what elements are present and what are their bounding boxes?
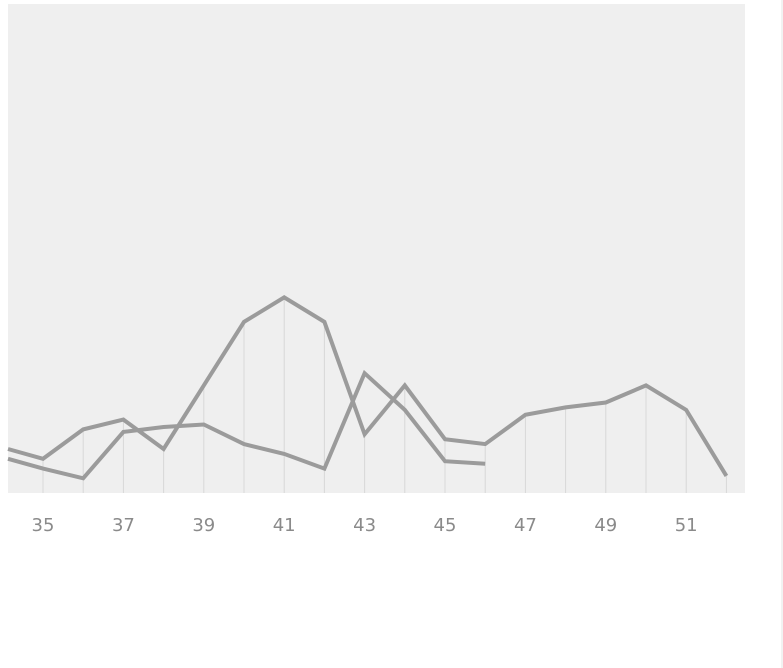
series-line-2 xyxy=(7,369,486,481)
x-tick-label: 47 xyxy=(514,515,537,536)
plot-area xyxy=(8,4,745,493)
x-tick-label: 41 xyxy=(273,515,296,536)
x-tick-label: 37 xyxy=(112,515,135,536)
series-line-1 xyxy=(7,295,729,477)
x-tick-label: 51 xyxy=(675,515,698,536)
series-lines xyxy=(7,295,729,481)
right-edge-border xyxy=(781,0,783,668)
x-tick-label: 43 xyxy=(353,515,376,536)
x-tick-label: 35 xyxy=(32,515,55,536)
x-tick-label: 49 xyxy=(594,515,617,536)
x-tick-label: 39 xyxy=(192,515,215,536)
x-tick-label: 45 xyxy=(434,515,457,536)
x-axis-tick-labels: 35 37 39 41 43 45 47 49 51 xyxy=(32,515,698,536)
